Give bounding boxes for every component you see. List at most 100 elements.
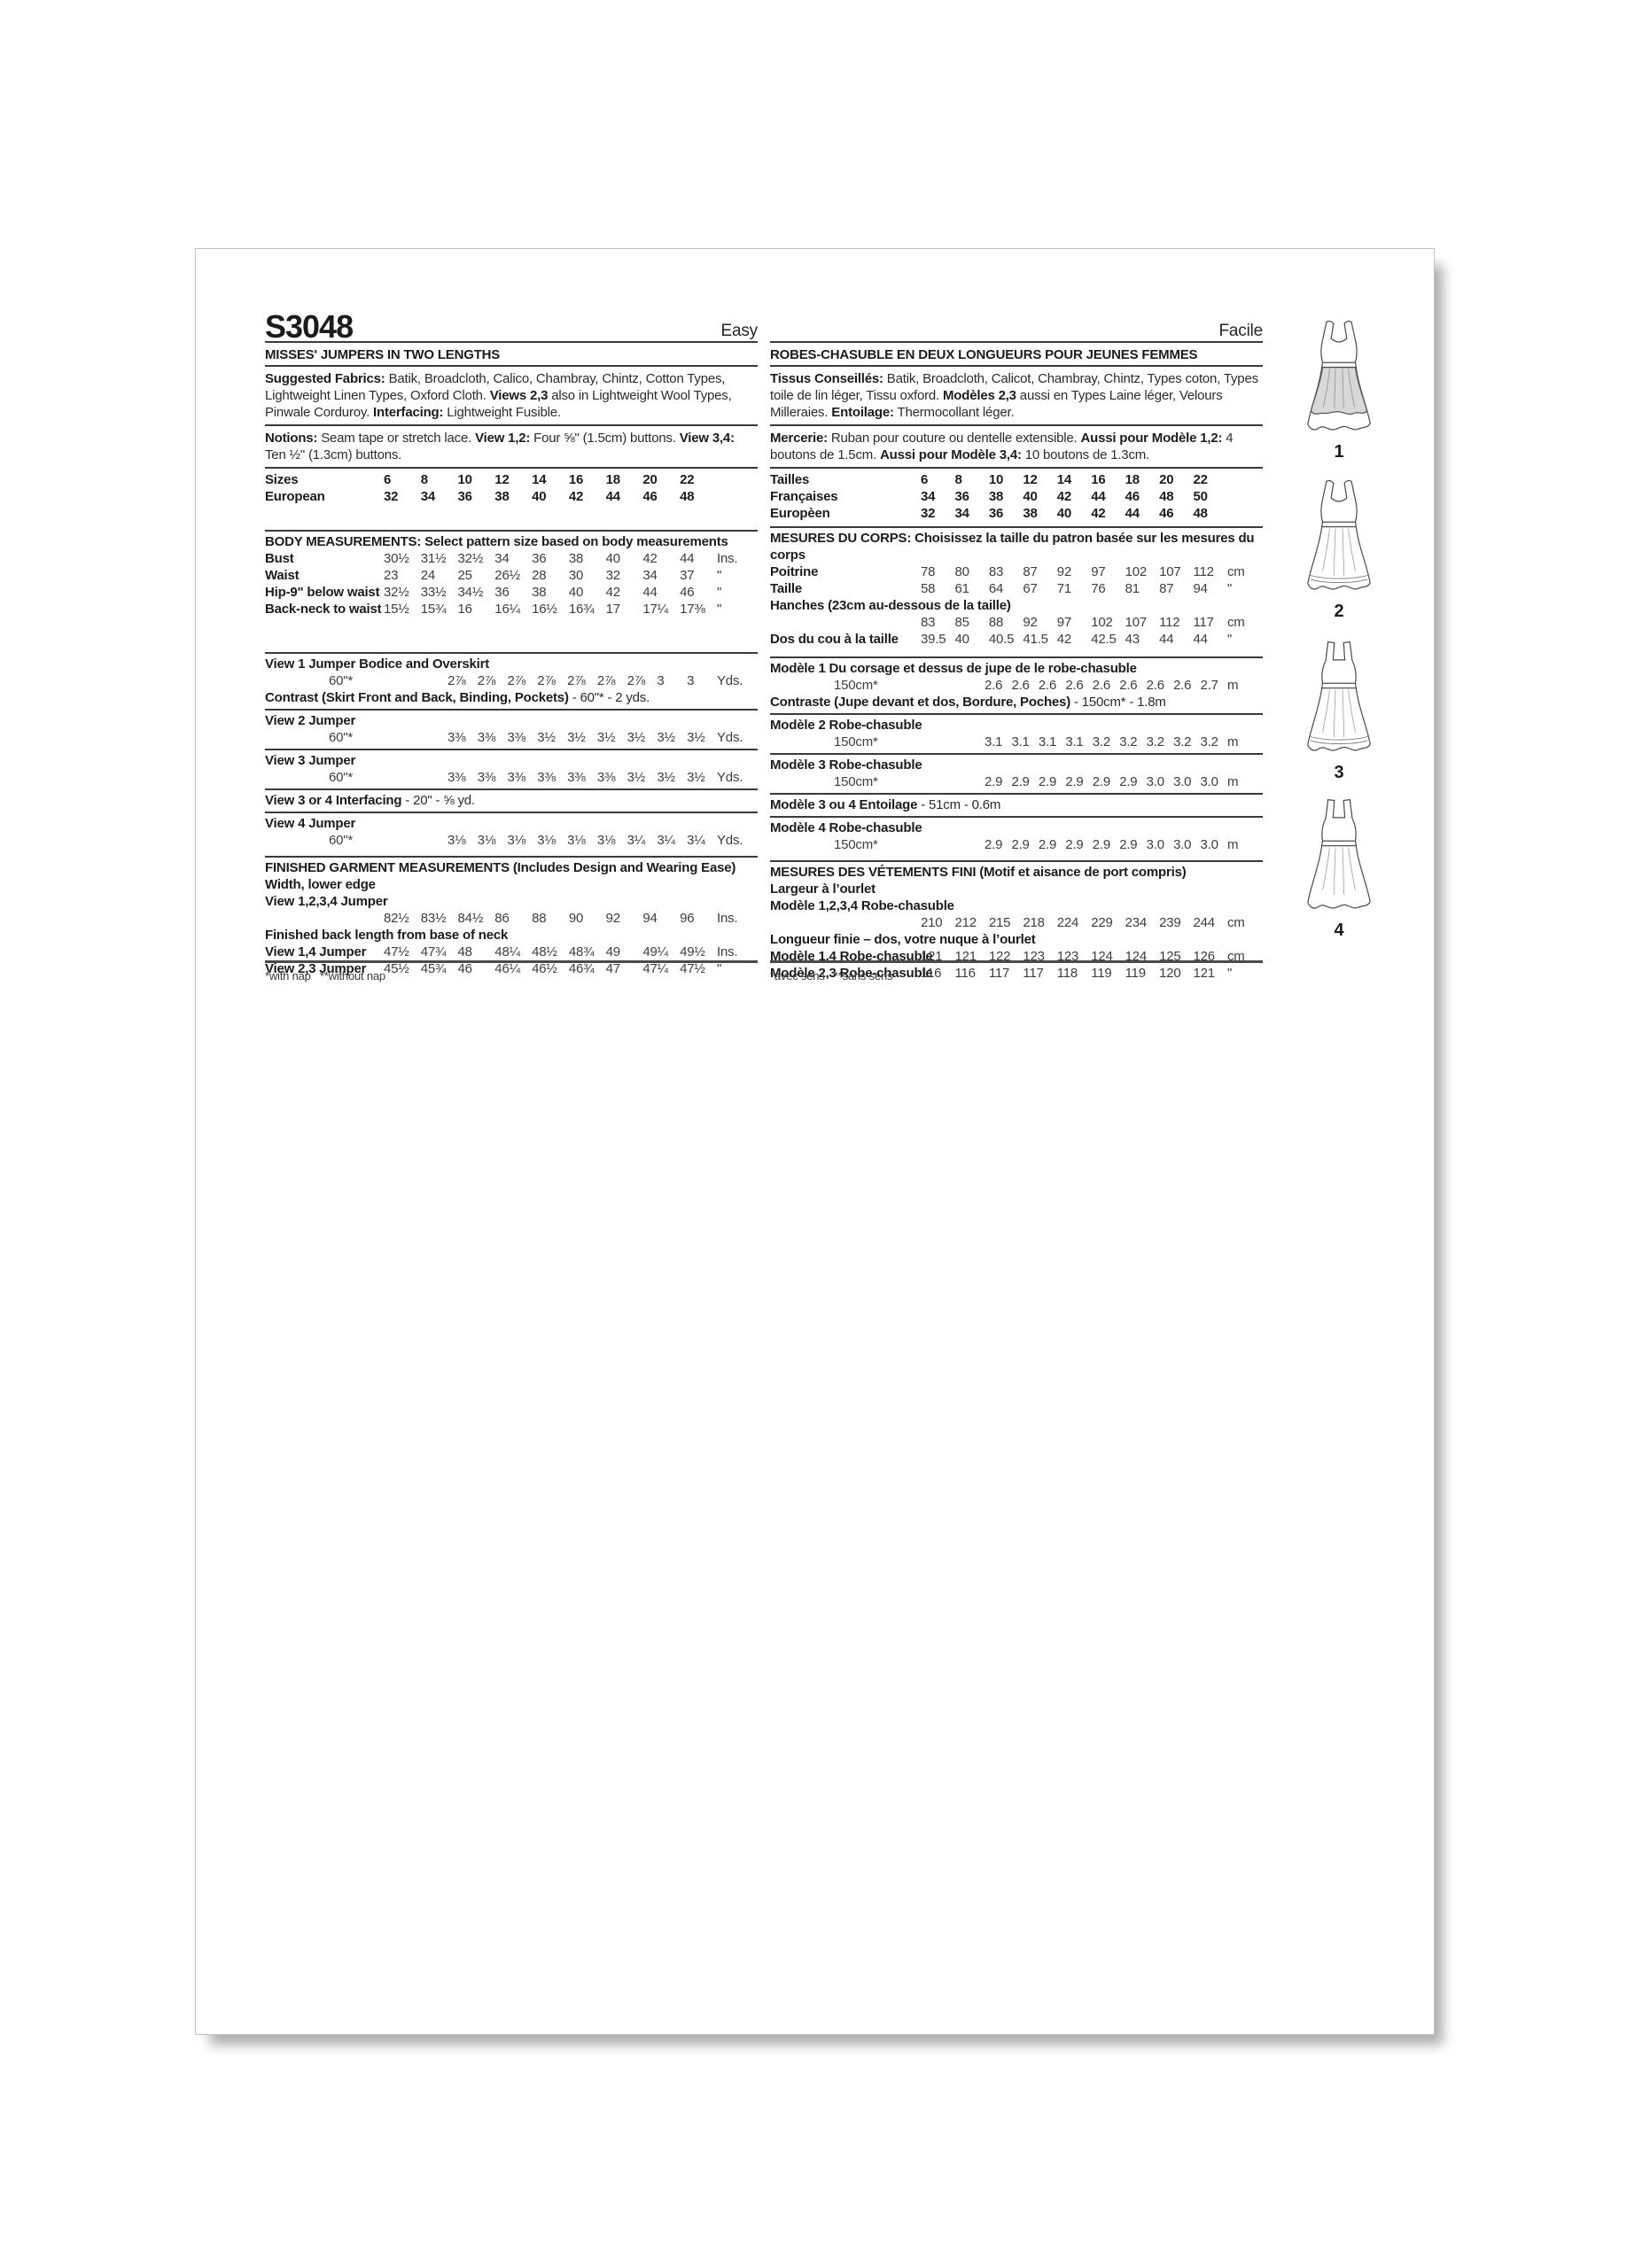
table-cell: 47¾ (420, 944, 447, 959)
table-cell: 16 (568, 472, 584, 487)
back-length-label-fr: Longueur finie – dos, votre nuque à l’ou… (770, 932, 1036, 947)
table-row: Dos du cou à la taille 39.5 40 40.5 41.5 42 42… (770, 631, 1263, 648)
table-row: Taille 58 61 64 67 71 76 81 87 94 " (770, 580, 1263, 597)
table-cell: 3.1 (1038, 734, 1057, 750)
table-cell: 2.6 (1011, 678, 1030, 693)
table-cell: 2.7 (1200, 678, 1218, 693)
table-cell: 15¾ (420, 602, 447, 617)
table-cell: 126 (1193, 949, 1216, 964)
view2-header-en: View 2 Jumper (265, 713, 356, 728)
row-label: Waist (265, 568, 300, 583)
body-measurements-section-fr: MESURES DU CORPS: Choisissez la taille d… (770, 526, 1263, 650)
table-cell: 119 (1091, 966, 1112, 981)
table-cell: 3½ (687, 770, 705, 785)
table-cell: 3½ (567, 730, 586, 745)
table-cell: 123 (1056, 949, 1079, 964)
table-cell: 48¾ (568, 944, 595, 959)
table-row: 150cm* 2.9 2.9 2.9 2.9 2.9 2.9 3.0 3.0 3.0 m (770, 773, 1263, 790)
table-cell: 2.9 (1038, 837, 1057, 852)
table-cell: 38 (494, 489, 510, 504)
table-cell: 32 (384, 489, 399, 504)
table-cell: 2.6 (1119, 678, 1138, 693)
view-1-number: 1 (1334, 442, 1344, 462)
table-cell: 40 (1023, 489, 1038, 504)
view2-header-fr: Modèle 2 Robe-chasuble (770, 718, 922, 733)
table-cell: 12 (494, 472, 510, 487)
table-row: 150cm* 3.1 3.1 3.1 3.1 3.2 3.2 3.2 3.2 3.2 m (770, 734, 1263, 750)
table-cell: 16½ (532, 602, 557, 617)
table-row: European 32 34 36 38 40 42 44 46 48 (265, 488, 758, 505)
table-row: Back-neck to waist 15½ 15¾ 16 16¼ 16½ 16¾ 17 17¼… (265, 601, 758, 617)
table-cell: 2⅞ (448, 673, 466, 688)
table-cell: 2.9 (1065, 774, 1084, 789)
masthead-fr: Facile (770, 313, 1263, 343)
view-4-number: 4 (1334, 920, 1344, 940)
pattern-envelope-back-page: S3048 Easy MISSES' JUMPERS IN TWO LENGTH… (195, 248, 1435, 2035)
view1-yardage-table-fr: 150cm* 2.6 2.6 2.6 2.6 2.6 2.6 2.6 2.6 2.7 m (770, 677, 1263, 694)
table-cell: 2⅞ (507, 673, 526, 688)
unit-cell: m (1227, 678, 1239, 693)
table-cell: 83 (921, 615, 936, 630)
table-cell: 3⅛ (537, 833, 556, 848)
table-cell: 121 (1193, 966, 1216, 981)
table-cell: 34 (642, 568, 658, 583)
row-label: 60"* (329, 730, 354, 745)
view-3-number: 3 (1334, 763, 1344, 782)
width-lower-edge-label-en: Width, lower edge (265, 877, 376, 892)
body-measurements-section-en: BODY MEASUREMENTS: Select pattern size b… (265, 530, 758, 620)
yardage-view2-section-fr: Modèle 2 Robe-chasuble 150cm* 3.1 3.1 3.1 3.… (770, 713, 1263, 753)
table-cell: 85 (954, 615, 969, 630)
table-cell: 49½ (680, 944, 705, 959)
table-cell: 44 (642, 585, 658, 600)
table-cell: 3⅜ (448, 730, 466, 745)
table-cell: 15½ (384, 602, 409, 617)
table-cell: 87 (1159, 581, 1174, 596)
table-cell: 50 (1193, 489, 1208, 504)
table-cell: 40 (568, 585, 584, 600)
unit-cell: " (717, 602, 722, 617)
table-cell: 94 (1193, 581, 1208, 596)
table-cell: 2.9 (1038, 774, 1057, 789)
table-cell: 119 (1125, 966, 1147, 981)
view2-yardage-table-fr: 150cm* 3.1 3.1 3.1 3.1 3.2 3.2 3.2 3.2 3.2 m (770, 734, 1263, 750)
table-cell: 44 (605, 489, 620, 504)
table-cell: 49¼ (642, 944, 668, 959)
table-cell: 107 (1125, 615, 1148, 630)
pattern-number: S3048 (265, 308, 354, 345)
nap-footnote-en: *with nap **without nap (265, 960, 758, 983)
row-label: 150cm* (834, 734, 878, 750)
table-cell: 84½ (457, 911, 484, 926)
table-row: Françaises 34 36 38 40 42 44 46 48 50 (770, 488, 1263, 505)
finished-measurements-header-fr: MESURES DES VÉTEMENTS FINI (Motif et ais… (770, 865, 1187, 880)
interfacing-note-en: View 3 or 4 Interfacing - 20" - ⅝ yd. (265, 793, 475, 808)
view1234-label-en: View 1,2,3,4 Jumper (265, 894, 388, 909)
table-row: 83 85 88 92 97 102 107 112 117 cm (770, 614, 1263, 631)
table-cell: 26½ (494, 568, 520, 583)
table-cell: 229 (1091, 915, 1113, 930)
table-cell: 2⅞ (567, 673, 586, 688)
hanches-label-fr: Hanches (23cm au-dessous de la taille) (770, 598, 1011, 613)
table-cell: 44 (1091, 489, 1106, 504)
row-label: Sizes (265, 472, 299, 487)
table-row: View 1,4 Jumper 47½ 47¾ 48 48¼ 48½ 48¾ 49 49¼ 49½… (265, 944, 758, 960)
unit-cell: m (1227, 734, 1239, 750)
table-cell: 46¾ (568, 961, 595, 976)
table-cell: 10 (988, 472, 1004, 487)
table-cell: 48 (457, 944, 472, 959)
width-lower-edge-label-fr: Largeur à l’ourlet (770, 882, 876, 897)
table-cell: 47½ (384, 944, 409, 959)
table-cell: 3¼ (627, 833, 646, 848)
table-cell: 24 (420, 568, 436, 583)
table-cell: 3.0 (1146, 837, 1164, 852)
unit-cell: Yds. (717, 770, 743, 785)
body-measurements-header-fr: MESURES DU CORPS: Choisissez la taille d… (770, 531, 1255, 563)
table-cell: 36 (457, 489, 472, 504)
row-label: Dos du cou à la taille (770, 632, 899, 647)
row-label: 60"* (329, 833, 354, 848)
table-cell: 3.0 (1146, 774, 1164, 789)
table-cell: 6 (384, 472, 392, 487)
table-cell: 118 (1056, 966, 1078, 981)
table-cell: 81 (1125, 581, 1140, 596)
row-label (770, 614, 921, 631)
view-3-jumper-illustration (1307, 641, 1371, 751)
